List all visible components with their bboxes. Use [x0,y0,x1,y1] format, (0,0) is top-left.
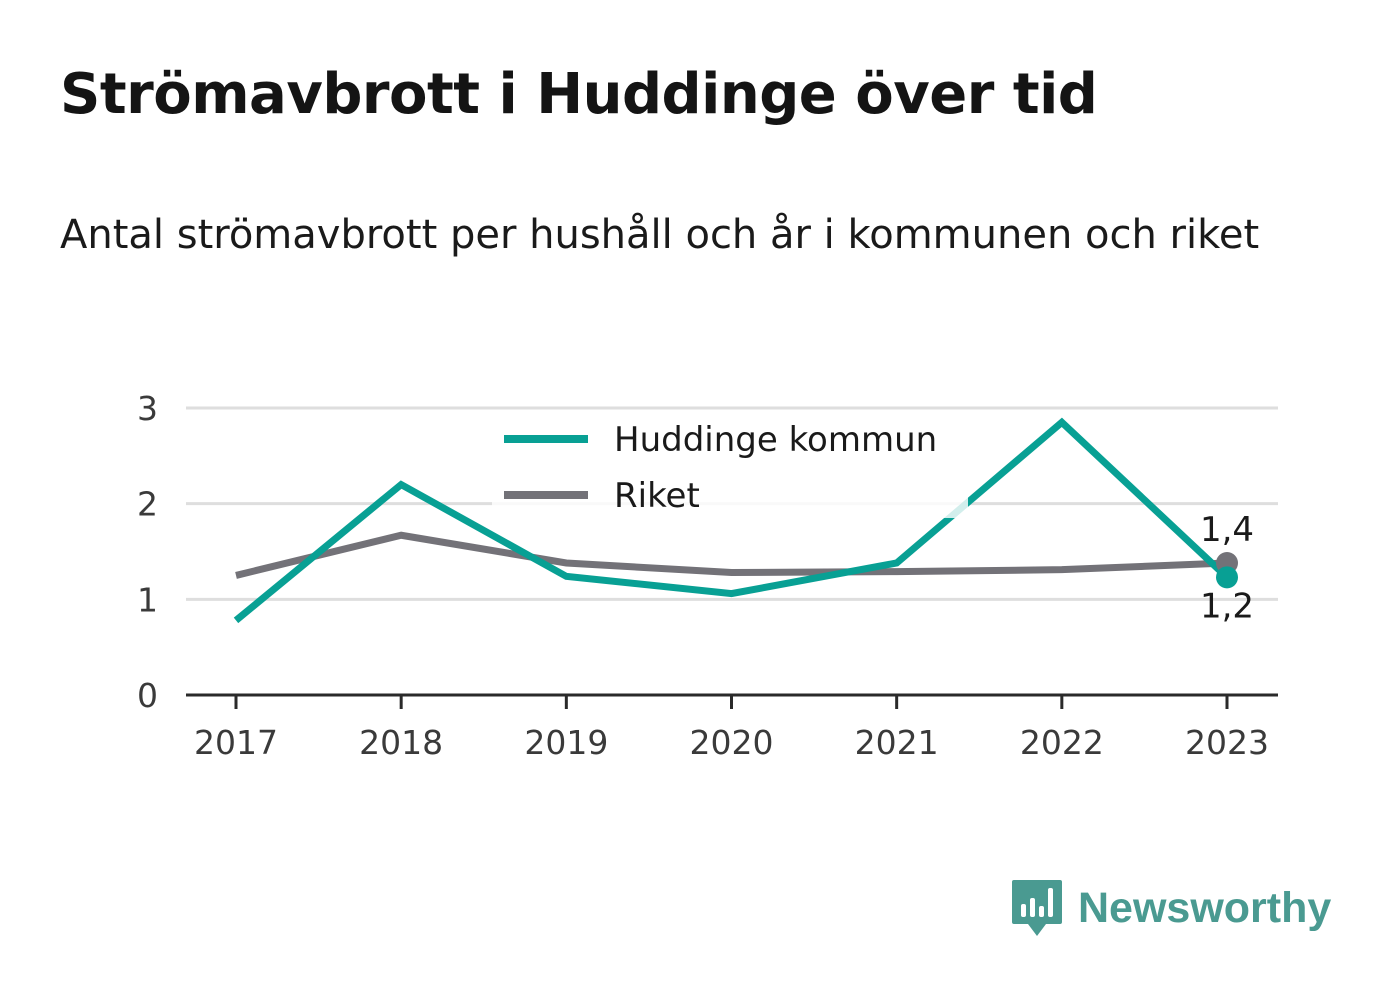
series-end-point [1216,566,1238,589]
series-lines [233,417,1238,624]
legend-label: Huddinge kommun [614,420,937,460]
x-tick-label: 2020 [690,723,774,762]
series-line [233,417,1230,624]
y-axis-ticks: 0 1 2 3 [137,389,158,715]
legend-label: Riket [614,476,700,516]
x-tick-label: 2018 [359,723,443,762]
x-axis: 2017 2018 2019 2020 2021 2022 2023 [186,693,1278,762]
series-line [235,531,1228,579]
brand-name: Newsworthy [1078,883,1332,932]
x-tick-label: 2023 [1185,723,1269,762]
bar-chart-badge-icon [1012,880,1062,936]
y-tick-label: 0 [137,676,158,715]
chart-title: Strömavbrott i Huddinge över tid [60,62,1098,127]
y-tick-label: 3 [137,389,158,428]
y-tick-label: 2 [137,485,158,524]
newsworthy-logo: Newsworthy [1010,878,1331,938]
x-tick-label: 2021 [855,723,939,762]
legend: Huddinge kommun Riket [492,410,968,518]
x-tick-label: 2017 [194,723,278,762]
y-tick-label: 1 [137,580,158,619]
x-tick-label: 2019 [524,723,608,762]
x-tick-label: 2022 [1020,723,1104,762]
legend-background [492,410,968,518]
end-label-huddinge: 1,2 [1200,586,1254,626]
chart-subtitle: Antal strömavbrott per hushåll och år i … [60,212,1260,258]
end-label-riket: 1,4 [1200,510,1254,550]
end-labels: 1,4 1,2 [1200,510,1254,626]
